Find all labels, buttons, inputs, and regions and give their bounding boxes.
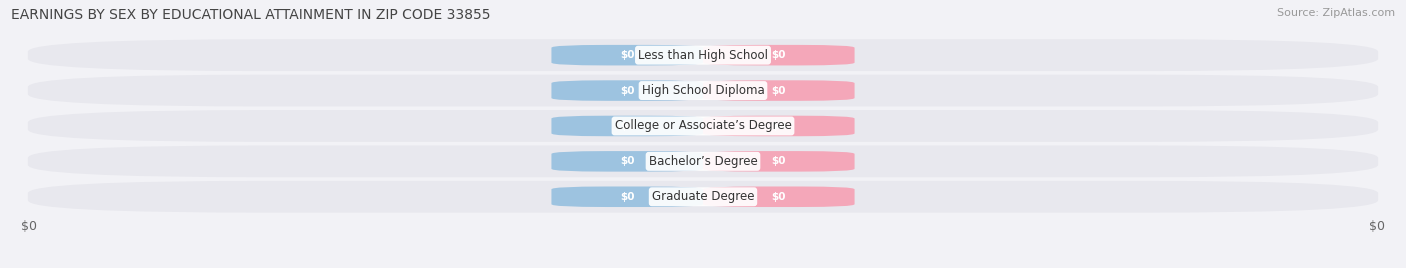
Text: Bachelor’s Degree: Bachelor’s Degree xyxy=(648,155,758,168)
Text: $0: $0 xyxy=(21,220,37,233)
Text: Graduate Degree: Graduate Degree xyxy=(652,190,754,203)
Text: $0: $0 xyxy=(772,121,786,131)
Text: Less than High School: Less than High School xyxy=(638,49,768,62)
FancyBboxPatch shape xyxy=(551,80,703,101)
FancyBboxPatch shape xyxy=(703,116,855,136)
FancyBboxPatch shape xyxy=(703,187,855,207)
Text: $0: $0 xyxy=(620,156,634,166)
Text: $0: $0 xyxy=(772,156,786,166)
FancyBboxPatch shape xyxy=(28,39,1378,71)
Text: $0: $0 xyxy=(772,50,786,60)
FancyBboxPatch shape xyxy=(28,75,1378,106)
Text: $0: $0 xyxy=(620,121,634,131)
Text: $0: $0 xyxy=(772,192,786,202)
FancyBboxPatch shape xyxy=(551,45,703,65)
FancyBboxPatch shape xyxy=(28,181,1378,213)
Text: EARNINGS BY SEX BY EDUCATIONAL ATTAINMENT IN ZIP CODE 33855: EARNINGS BY SEX BY EDUCATIONAL ATTAINMEN… xyxy=(11,8,491,22)
FancyBboxPatch shape xyxy=(551,187,703,207)
Text: $0: $0 xyxy=(772,85,786,96)
Text: High School Diploma: High School Diploma xyxy=(641,84,765,97)
FancyBboxPatch shape xyxy=(703,151,855,172)
Text: Source: ZipAtlas.com: Source: ZipAtlas.com xyxy=(1277,8,1395,18)
Text: $0: $0 xyxy=(620,192,634,202)
FancyBboxPatch shape xyxy=(703,80,855,101)
FancyBboxPatch shape xyxy=(551,116,703,136)
FancyBboxPatch shape xyxy=(703,45,855,65)
Text: $0: $0 xyxy=(620,85,634,96)
FancyBboxPatch shape xyxy=(28,110,1378,142)
Text: $0: $0 xyxy=(1369,220,1385,233)
FancyBboxPatch shape xyxy=(28,146,1378,177)
FancyBboxPatch shape xyxy=(551,151,703,172)
Text: College or Associate’s Degree: College or Associate’s Degree xyxy=(614,120,792,132)
Text: $0: $0 xyxy=(620,50,634,60)
